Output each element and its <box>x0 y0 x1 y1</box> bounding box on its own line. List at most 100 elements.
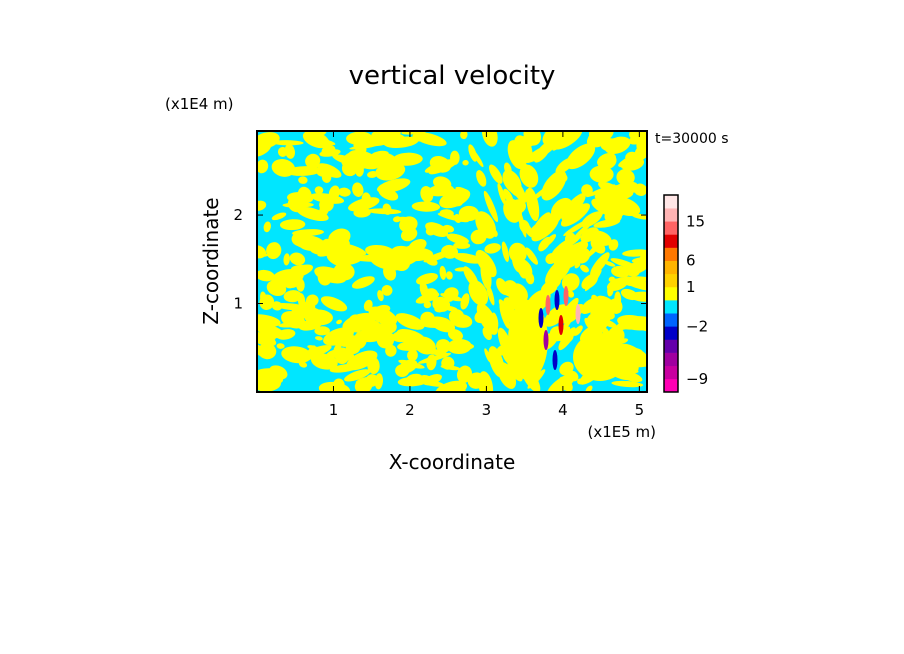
colorbar-level <box>664 195 678 209</box>
y-axis-ticks: 12 <box>233 206 647 313</box>
velocity-field <box>257 131 647 392</box>
x-tick-label: 5 <box>635 401 645 419</box>
field-blob <box>453 241 471 249</box>
colorbar-label: −2 <box>686 317 708 335</box>
field-blob <box>304 309 333 326</box>
field-blob <box>501 241 510 262</box>
field-blob <box>344 369 371 382</box>
field-blob <box>367 171 378 178</box>
time-label: t=30000 s <box>655 131 729 147</box>
colorbar-level <box>664 326 678 340</box>
field-blob <box>263 221 271 233</box>
field-blob <box>271 212 287 221</box>
field-blob <box>504 162 512 175</box>
field-blob <box>541 277 562 293</box>
y-tick-label: 1 <box>233 295 243 313</box>
field-blob <box>396 328 426 344</box>
colorbar-level <box>664 365 678 380</box>
field-blob <box>274 303 309 311</box>
field-blob <box>616 169 635 186</box>
field-blob <box>416 272 438 285</box>
field-blob <box>502 280 518 297</box>
field-blob <box>439 188 471 209</box>
field-blob <box>523 131 542 146</box>
field-blob <box>626 266 640 277</box>
field-blob <box>580 264 589 273</box>
field-blob <box>450 150 460 165</box>
field-blob <box>411 201 441 212</box>
field-blob <box>351 276 375 289</box>
field-blob <box>381 285 393 296</box>
field-blob <box>463 266 479 289</box>
field-blob <box>392 255 411 272</box>
field-blob <box>346 347 355 365</box>
y-axis-label: Z-coordinate <box>199 197 223 324</box>
field-blob <box>617 370 643 383</box>
field-blob <box>561 193 586 221</box>
field-blob <box>447 329 463 341</box>
field-blob <box>257 368 286 382</box>
x-tick-label: 4 <box>558 401 568 419</box>
field-blob <box>581 273 599 290</box>
field-blob <box>392 152 423 166</box>
field-blob <box>420 375 436 384</box>
field-blob <box>558 173 568 183</box>
field-blob <box>383 264 397 281</box>
field-blob <box>475 211 497 239</box>
field-core <box>563 286 569 306</box>
field-blob <box>453 253 483 264</box>
colorbar-level <box>664 352 678 367</box>
field-blob <box>430 316 456 333</box>
colorbar-level <box>664 339 678 353</box>
field-blob <box>445 271 453 280</box>
field-blob <box>589 230 612 246</box>
field-blob <box>456 365 473 383</box>
field-blob <box>631 257 647 264</box>
colorbar-label: 6 <box>686 252 696 270</box>
x-axis-unit: (x1E5 m) <box>587 423 656 441</box>
field-blob <box>573 333 627 381</box>
field-blob <box>516 204 527 238</box>
field-blob <box>626 186 647 193</box>
field-blob <box>566 143 596 170</box>
field-blob <box>507 360 523 382</box>
field-blob <box>403 245 421 261</box>
field-blob <box>598 181 624 196</box>
field-blob <box>454 213 462 224</box>
plot-frame <box>256 130 648 393</box>
field-core <box>554 290 560 310</box>
field-blob <box>568 370 579 382</box>
field-blob <box>283 290 302 303</box>
field-core <box>575 304 581 324</box>
field-blob <box>353 340 362 351</box>
field-blob <box>400 227 418 242</box>
x-axis-label: X-coordinate <box>389 450 516 474</box>
field-blob <box>483 190 499 223</box>
field-blob <box>420 311 436 326</box>
field-blob <box>429 156 452 173</box>
field-blob <box>348 197 380 212</box>
field-blob <box>395 313 425 330</box>
field-blob <box>333 262 355 281</box>
field-blob <box>439 265 447 280</box>
colorbar-level <box>664 313 678 327</box>
colorbar-level <box>664 273 678 288</box>
field-blob <box>606 195 641 217</box>
field-blob <box>320 241 354 263</box>
field-blob <box>560 203 591 227</box>
field-blob <box>567 290 575 298</box>
x-tick-label: 3 <box>482 401 492 419</box>
field-blob <box>586 134 600 147</box>
field-blob <box>552 133 571 151</box>
field-blob <box>342 312 376 333</box>
field-blob <box>302 131 330 149</box>
field-blob <box>590 304 615 320</box>
field-blob <box>407 349 418 362</box>
field-blob <box>512 253 522 273</box>
field-blob <box>346 350 378 371</box>
y-axis-unit: (x1E4 m) <box>165 95 234 113</box>
field-blob <box>597 317 618 329</box>
field-blob <box>543 234 557 247</box>
field-blob <box>348 150 381 170</box>
